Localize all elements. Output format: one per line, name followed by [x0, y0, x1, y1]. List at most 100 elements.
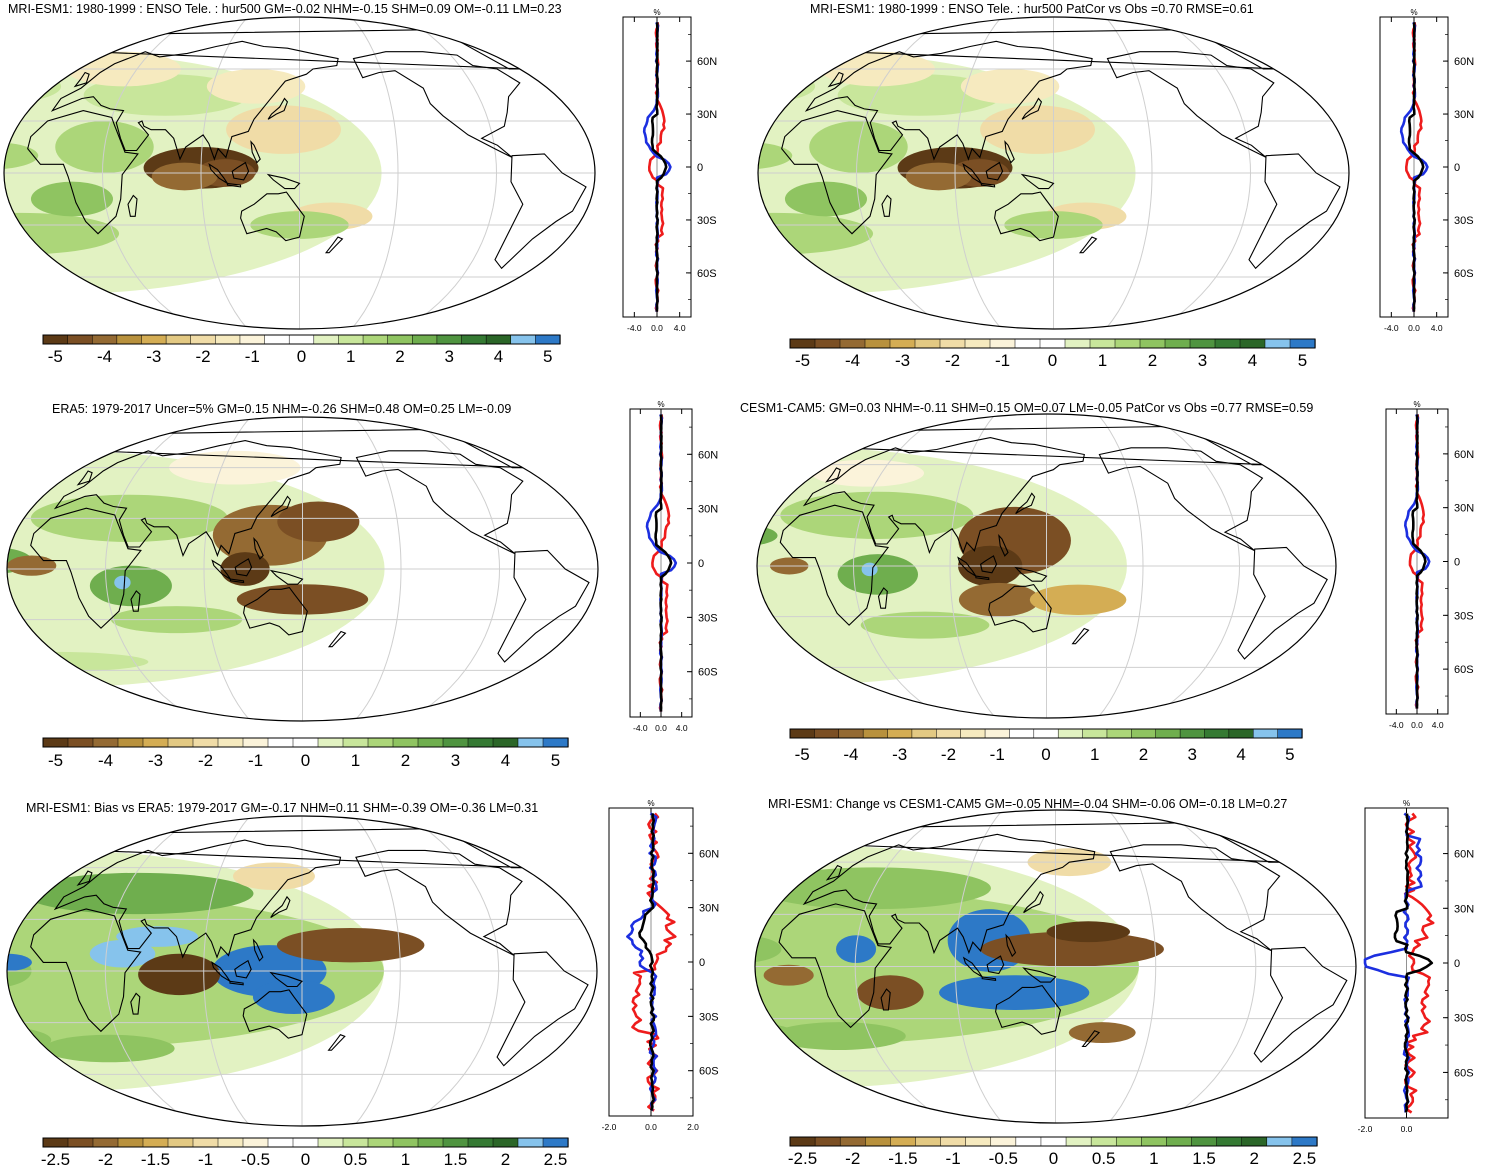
field-region: [960, 69, 1060, 104]
colorbar-swatch: [839, 338, 866, 349]
coast-africa: [30, 908, 142, 1033]
colorbar-label: -2: [198, 751, 213, 770]
colorbar-swatch: [142, 1137, 169, 1148]
colorbar-label: -1: [946, 1149, 961, 1168]
colorbar-swatch: [1239, 338, 1266, 349]
profile-lat-label: 30S: [698, 612, 718, 624]
colorbar-swatch: [167, 737, 194, 748]
colorbar-label: -1: [245, 347, 260, 366]
colorbar-swatch: [1291, 1136, 1318, 1147]
colorbar-swatch: [1264, 338, 1291, 349]
colorbar: -5 -4 -3 -2 -1 0 1 2 3 4 5: [789, 338, 1316, 370]
colorbar-swatch: [789, 338, 816, 349]
profile-line-blue: [626, 812, 659, 1111]
colorbar-swatch: [814, 728, 840, 739]
colorbar-swatch: [317, 1137, 344, 1148]
profile-x-label: -2.0: [1358, 1124, 1373, 1134]
map-field: [7, 417, 598, 721]
coast-iceland: [822, 453, 840, 459]
colorbar-swatch: [839, 1136, 866, 1147]
colorbar-swatch: [67, 334, 93, 345]
profile-lat-label: 0: [1454, 162, 1460, 174]
colorbar-label: -3: [148, 751, 163, 770]
coast-japan: [270, 495, 292, 518]
colorbar-label: 0.5: [344, 1150, 368, 1169]
profile-lat-label: 60S: [697, 268, 717, 280]
colorbar-swatch: [1014, 338, 1041, 349]
colorbar-label: -3: [146, 347, 161, 366]
colorbar-label: 4: [494, 347, 503, 366]
colorbar-swatch: [141, 334, 167, 345]
field-region: [860, 611, 990, 639]
colorbar-label: 5: [543, 347, 552, 366]
colorbar-label: -3: [895, 351, 910, 370]
colorbar-swatch: [890, 1136, 917, 1147]
colorbar-swatch: [367, 1137, 394, 1148]
colorbar-label: 1: [1090, 745, 1099, 764]
colorbar: -5 -4 -3 -2 -1 0 1 2 3 4 5: [789, 728, 1303, 764]
profile-lat-label: 0: [1454, 557, 1460, 569]
field-region: [276, 927, 425, 963]
colorbar-swatch: [865, 1136, 892, 1147]
coast-australia: [240, 191, 305, 242]
colorbar-swatch: [91, 334, 118, 345]
colorbar-swatch: [1252, 728, 1279, 739]
colorbar-swatch: [288, 334, 315, 345]
colorbar-swatch: [67, 1137, 94, 1148]
coast-south-america: [497, 549, 590, 663]
field-region: [1068, 1022, 1136, 1044]
coast-eurasia: [802, 437, 1085, 555]
coast-newguinea: [266, 173, 301, 190]
colorbar-swatch: [242, 1137, 269, 1148]
colorbar-label: -2: [945, 351, 960, 370]
colorbar-label: -2: [941, 745, 956, 764]
colorbar-swatch: [192, 737, 219, 748]
profile-lat-label: 60N: [1454, 849, 1474, 861]
profile-x-label: 0.0: [645, 1122, 657, 1132]
coast-uk: [825, 467, 841, 483]
coast-borneo: [985, 161, 1004, 181]
colorbar-swatch: [887, 728, 913, 739]
colorbar-swatch: [862, 728, 889, 739]
coast-uk: [76, 470, 93, 486]
coast-eurasia: [50, 40, 339, 161]
field-region: [755, 856, 769, 885]
colorbar-swatch: [936, 728, 962, 739]
colorbar-label: 3: [444, 347, 453, 366]
profile-lat-label: 30S: [1454, 215, 1474, 227]
field-region: [7, 555, 57, 576]
field-region: [939, 975, 1090, 1010]
colorbar-label: -2.5: [41, 1150, 70, 1169]
coast-north-america: [355, 849, 523, 956]
coast-north-america: [1098, 447, 1264, 552]
coast-south-america: [1248, 153, 1341, 270]
colorbar-swatch: [492, 737, 519, 748]
colorbar-swatch: [542, 737, 569, 748]
colorbar: -2.5 -2 -1.5 -1 -0.5 0 0.5 1 1.5 2 2.5: [788, 1136, 1318, 1168]
panel-p6: MRI-ESM1: Change vs CESM1-CAM5 GM=-0.05 …: [754, 797, 1474, 1168]
colorbar-swatch: [1141, 1136, 1168, 1147]
colorbar-label: -4: [845, 351, 860, 370]
coast-borneo: [234, 558, 253, 577]
colorbar-label: 4: [501, 751, 510, 770]
colorbar-swatch: [190, 334, 216, 345]
colorbar-swatch: [940, 1136, 967, 1147]
colorbar-label: 2: [401, 751, 410, 770]
profile-lat-label: 60N: [1454, 56, 1474, 68]
field-region: [763, 964, 814, 986]
coast-australia: [995, 984, 1061, 1035]
colorbar-label: 0: [301, 1150, 310, 1169]
colorbar-swatch: [467, 1137, 494, 1148]
coast-eurasia: [53, 440, 342, 558]
coastlines: [781, 28, 1341, 270]
map-field: [757, 414, 1336, 718]
map-field: [7, 816, 597, 1126]
panel-title: MRI-ESM1: Change vs CESM1-CAM5 GM=-0.05 …: [768, 797, 1287, 811]
colorbar-swatch: [485, 334, 512, 345]
colorbar-swatch: [292, 1137, 319, 1148]
colorbar-swatch: [367, 737, 394, 748]
colorbar-swatch: [1065, 1136, 1092, 1147]
colorbar-label: -2: [195, 347, 210, 366]
profile-x-label: 4.0: [674, 323, 686, 333]
colorbar-swatch: [542, 1137, 569, 1148]
